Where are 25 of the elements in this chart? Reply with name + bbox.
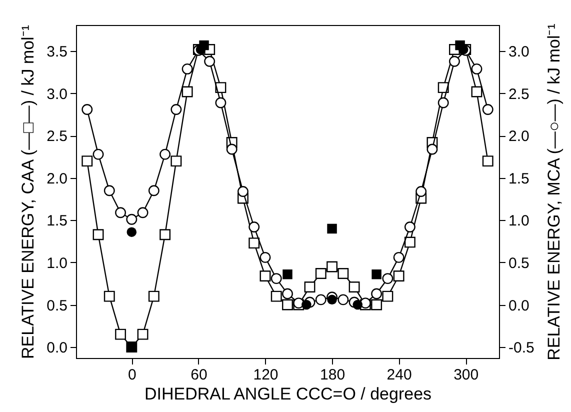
x-tick-label: 0 xyxy=(128,366,136,384)
y2-tick-label: 0.5 xyxy=(508,254,530,272)
y2-tick-label: 2.5 xyxy=(508,86,530,103)
y2-tick-label: 3.0 xyxy=(508,44,530,61)
x-tick-label: 240 xyxy=(386,366,412,384)
x-tick-label: 300 xyxy=(454,366,479,384)
x-tick-label: 180 xyxy=(320,366,346,384)
x-tick-label: 120 xyxy=(253,366,278,384)
y-axis-title: RELATIVE ENERGY, CAA (—□—) / kJ mol⁻¹ xyxy=(18,24,38,359)
y-tick-label: 1.5 xyxy=(46,212,68,230)
y2-tick-label: 0.0 xyxy=(508,297,530,314)
y2-tick-label: 1.5 xyxy=(508,170,530,188)
y2-tick-label: 2.0 xyxy=(508,128,530,146)
y-tick-label: 2.5 xyxy=(46,128,68,146)
y-tick-label: 3.0 xyxy=(46,86,68,103)
y2-tick-label: 1.0 xyxy=(508,212,530,230)
y-tick-label: 0.0 xyxy=(46,340,68,357)
x-tick-label: 60 xyxy=(190,366,208,384)
y-tick-label: 3.5 xyxy=(46,44,68,61)
x-axis-title: DIHEDRAL ANGLE CCC=O / degrees xyxy=(144,384,432,404)
y2-axis-title: RELATIVE ENERGY, MCA (—○—) / kJ mol⁻¹ xyxy=(544,23,564,360)
y-tick-label: 1.0 xyxy=(46,254,68,272)
y2-tick-label: -0.5 xyxy=(508,340,534,357)
y-tick-label: 2.0 xyxy=(46,170,68,188)
y-tick-label: 0.5 xyxy=(46,297,68,314)
